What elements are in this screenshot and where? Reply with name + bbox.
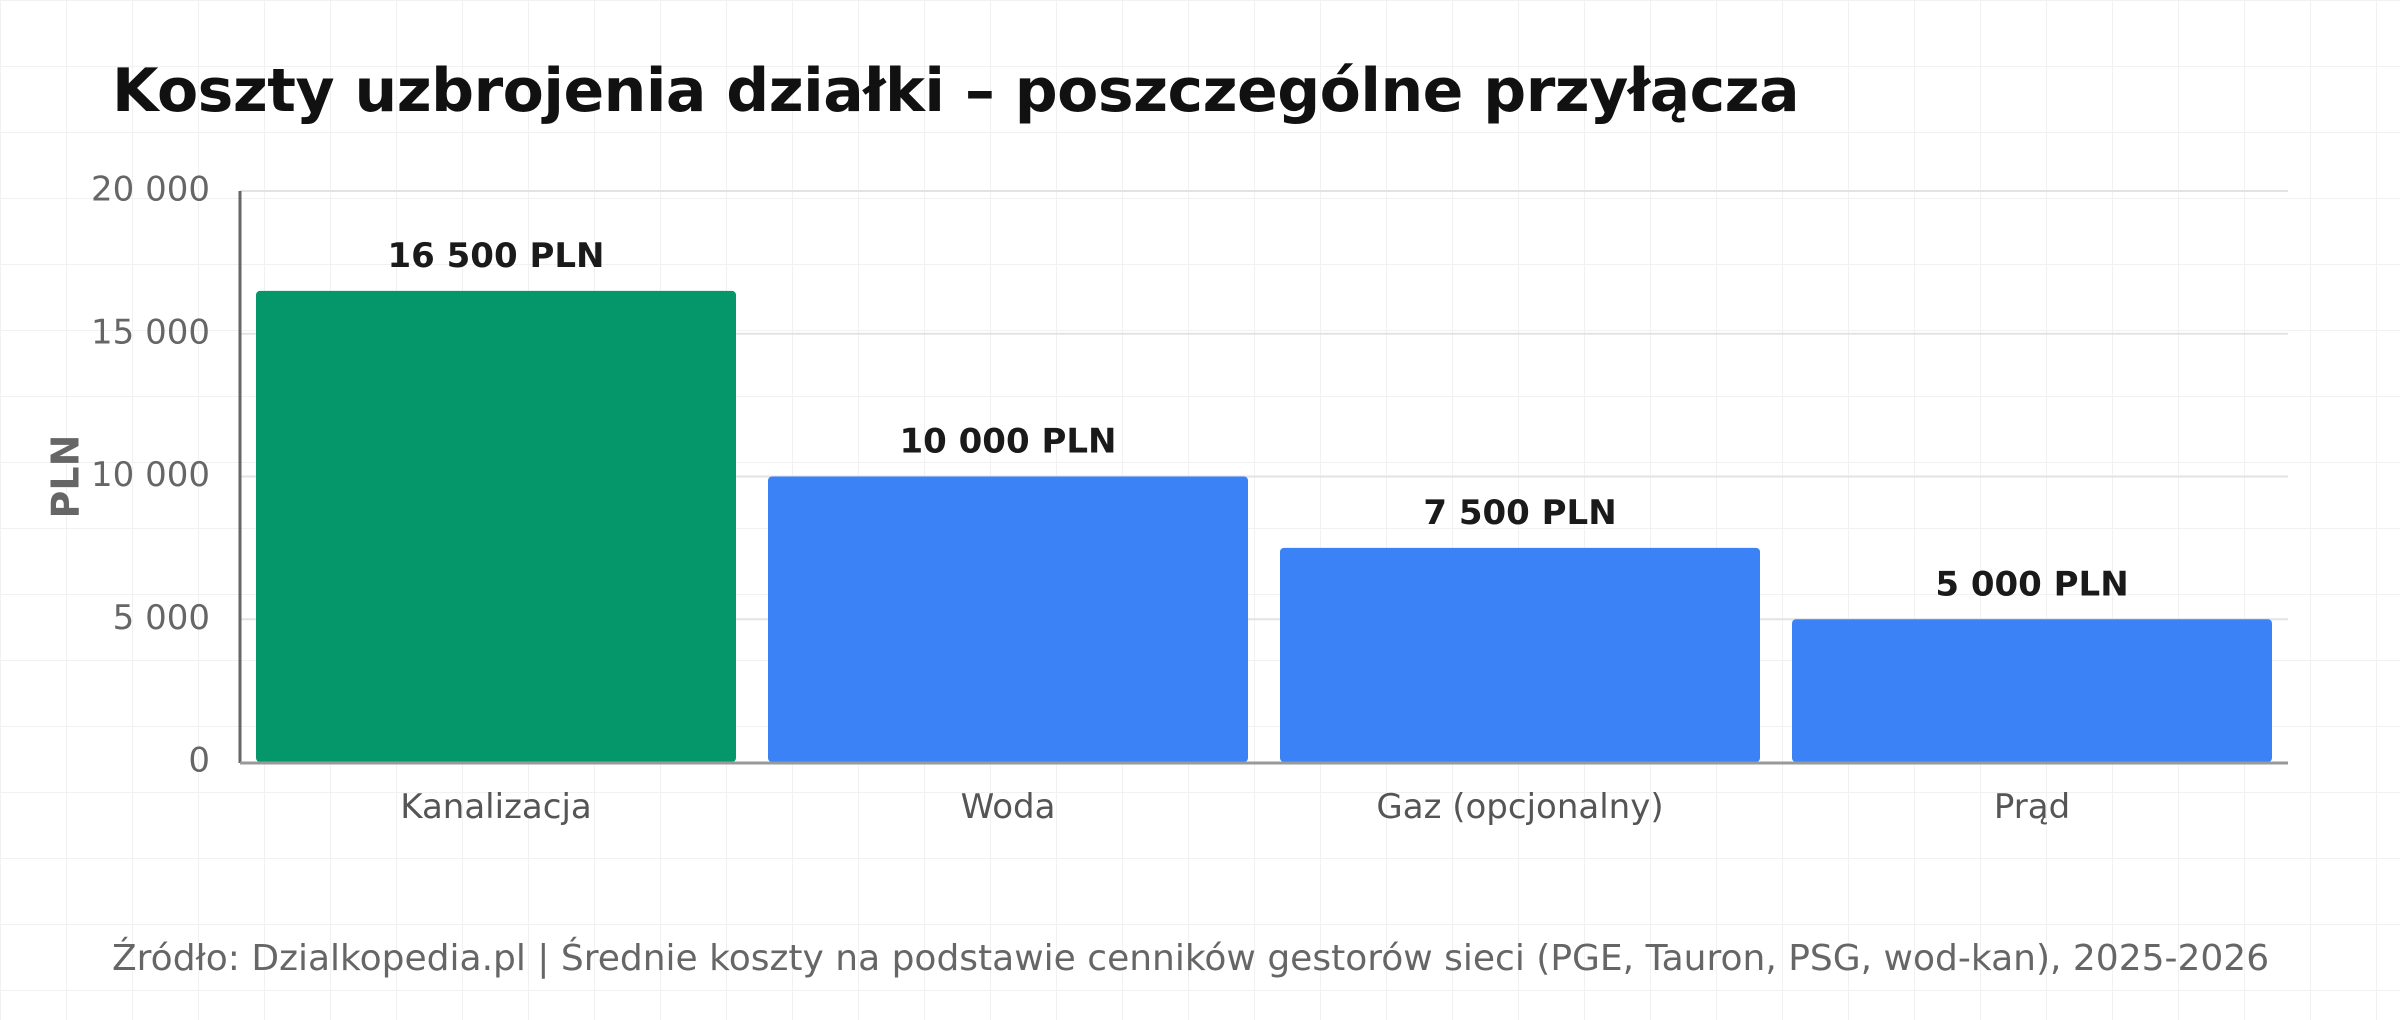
data-label: 10 000 PLN xyxy=(900,422,1117,462)
y-tick-label: 15 000 xyxy=(91,312,210,352)
x-tick-label: Woda xyxy=(961,787,1056,827)
y-tick-label: 10 000 xyxy=(91,455,210,495)
x-tick-label: Prąd xyxy=(1994,787,2070,827)
y-tick-label: 5 000 xyxy=(113,598,210,638)
bar xyxy=(1280,547,1760,762)
data-label: 16 500 PLN xyxy=(388,236,605,276)
y-axis-label: PLN xyxy=(44,435,88,519)
y-tick-label: 0 xyxy=(188,741,210,781)
x-tick-label: Kanalizacja xyxy=(400,787,591,827)
data-label: 5 000 PLN xyxy=(1935,564,2128,604)
data-label: 7 500 PLN xyxy=(1423,493,1616,533)
bar xyxy=(1792,619,2272,762)
chart-title: Koszty uzbrojenia działki – poszczególne… xyxy=(112,56,1800,126)
y-tick-label: 20 000 xyxy=(91,170,210,210)
bar xyxy=(768,476,1248,762)
source-note: Źródło: Dzialkopedia.pl | Średnie koszty… xyxy=(112,938,2270,979)
x-tick-label: Gaz (opcjonalny) xyxy=(1376,787,1663,827)
bar xyxy=(256,290,736,762)
